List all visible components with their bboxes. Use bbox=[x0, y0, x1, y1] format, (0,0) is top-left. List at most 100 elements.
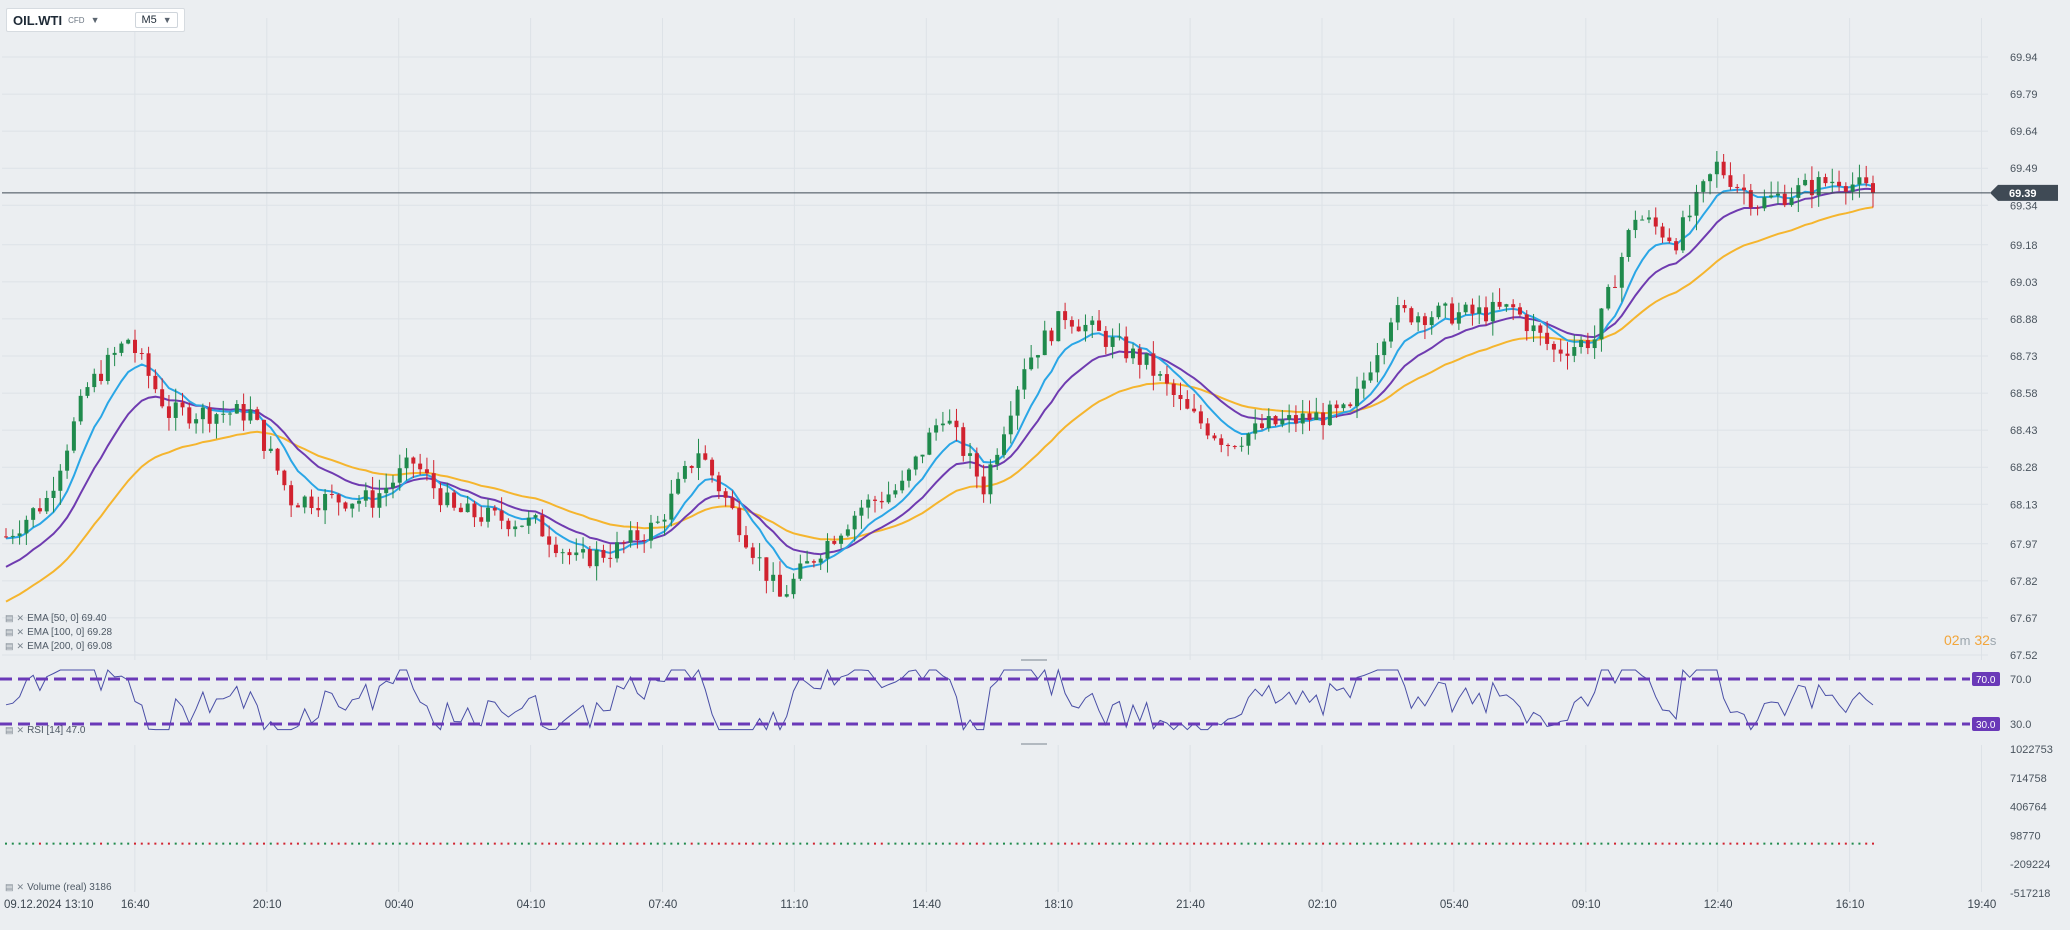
candle-up bbox=[513, 526, 518, 530]
volume-bar bbox=[962, 842, 965, 845]
volume-bar bbox=[1729, 842, 1732, 845]
candle-up bbox=[1687, 215, 1692, 218]
candle-up bbox=[900, 480, 905, 491]
volume-bar bbox=[1199, 842, 1202, 845]
volume-bar bbox=[914, 842, 917, 845]
price-tick-label: 69.49 bbox=[2010, 163, 2038, 175]
legend-ema100[interactable]: ▤ ✕ EMA [100, 0] 69.28 bbox=[5, 627, 112, 638]
caret-down-icon[interactable]: ▼ bbox=[90, 15, 100, 25]
candle-down bbox=[1470, 304, 1475, 314]
candle-down bbox=[1728, 175, 1733, 187]
candle-down bbox=[621, 542, 626, 544]
volume-bar bbox=[541, 842, 544, 845]
volume-bar bbox=[1838, 842, 1841, 845]
candle-down bbox=[431, 473, 436, 489]
volume-bar bbox=[439, 842, 442, 845]
volume-bar bbox=[1763, 842, 1766, 845]
candle-up bbox=[119, 343, 124, 353]
volume-bar bbox=[683, 842, 686, 845]
volume-bar bbox=[215, 842, 218, 845]
candle-up bbox=[1803, 179, 1808, 186]
price-tick-label: 67.52 bbox=[2010, 650, 2038, 662]
volume-bar bbox=[785, 842, 788, 845]
candle-down bbox=[506, 520, 511, 530]
price-tick-label: 68.88 bbox=[2010, 314, 2038, 326]
volume-bar bbox=[1023, 842, 1026, 845]
volume-bar bbox=[1064, 842, 1067, 845]
legend-rsi[interactable]: ▤ ✕ RSI [14] 47.0 bbox=[5, 725, 85, 736]
volume-bar bbox=[1607, 842, 1610, 845]
close-icon[interactable]: ✕ bbox=[16, 641, 25, 651]
volume-bar bbox=[1104, 842, 1107, 845]
volume-bar bbox=[1552, 842, 1555, 845]
volume-bar bbox=[310, 842, 313, 845]
volume-bar bbox=[1702, 842, 1705, 845]
timeframe-select[interactable]: M5 ▼ bbox=[135, 12, 178, 28]
candle-down bbox=[1613, 286, 1618, 288]
time-tick-label: 11:10 bbox=[780, 899, 808, 911]
candle-up bbox=[1368, 372, 1373, 381]
countdown-minutes: 02 bbox=[1944, 632, 1960, 648]
volume-bar bbox=[1593, 842, 1596, 845]
candle-up bbox=[574, 552, 579, 556]
candle-up bbox=[24, 519, 29, 534]
candle-up bbox=[105, 354, 110, 381]
candle-down bbox=[1205, 423, 1210, 436]
volume-bar bbox=[378, 842, 381, 845]
candle-up bbox=[78, 395, 83, 422]
volume-bar bbox=[935, 842, 938, 845]
volume-bar bbox=[806, 842, 809, 845]
settings-icon[interactable]: ▤ bbox=[5, 882, 14, 892]
volume-bar bbox=[391, 842, 394, 845]
volume-bar bbox=[582, 842, 585, 845]
candle-up bbox=[940, 423, 945, 426]
candle-up bbox=[1246, 433, 1251, 446]
candle-down bbox=[1348, 404, 1353, 407]
candle-down bbox=[961, 427, 966, 456]
volume-bar bbox=[195, 842, 198, 845]
volume-bar bbox=[1002, 842, 1005, 845]
volume-bar bbox=[473, 842, 476, 845]
legend-volume[interactable]: ▤ ✕ Volume (real) 3186 bbox=[5, 882, 112, 893]
settings-icon[interactable]: ▤ bbox=[5, 725, 14, 735]
volume-tick-label: -517218 bbox=[2010, 888, 2050, 900]
symbol-name[interactable]: OIL.WTI bbox=[13, 12, 63, 28]
volume-bar bbox=[1709, 842, 1712, 845]
volume-bar bbox=[616, 842, 619, 845]
volume-bar bbox=[833, 842, 836, 845]
candle-up bbox=[526, 517, 531, 526]
close-icon[interactable]: ✕ bbox=[16, 613, 25, 623]
candle-up bbox=[913, 456, 918, 470]
volume-bar bbox=[874, 842, 877, 845]
legend-ema50[interactable]: ▤ ✕ EMA [50, 0] 69.40 bbox=[5, 613, 107, 624]
volume-bar bbox=[1457, 842, 1460, 845]
close-icon[interactable]: ✕ bbox=[16, 725, 25, 735]
volume-bar bbox=[1227, 842, 1230, 845]
candle-down bbox=[1124, 336, 1129, 359]
close-icon[interactable]: ✕ bbox=[16, 882, 25, 892]
candle-down bbox=[4, 536, 8, 538]
volume-bar bbox=[1322, 842, 1325, 845]
settings-icon[interactable]: ▤ bbox=[5, 613, 14, 623]
volume-bar bbox=[1654, 842, 1657, 845]
settings-icon[interactable]: ▤ bbox=[5, 641, 14, 651]
volume-bar bbox=[1315, 842, 1318, 845]
volume-bar bbox=[174, 842, 177, 845]
candle-up bbox=[445, 492, 450, 506]
candle-up bbox=[1395, 305, 1400, 323]
candle-down bbox=[1511, 304, 1516, 308]
close-icon[interactable]: ✕ bbox=[16, 627, 25, 637]
candle-up bbox=[988, 464, 993, 495]
candle-up bbox=[1416, 316, 1421, 323]
candle-down bbox=[1293, 415, 1298, 424]
volume-bar bbox=[1077, 842, 1080, 845]
volume-bar bbox=[1485, 842, 1488, 845]
candle-up bbox=[805, 561, 810, 564]
volume-bar bbox=[93, 842, 96, 845]
legend-ema200[interactable]: ▤ ✕ EMA [200, 0] 69.08 bbox=[5, 641, 112, 652]
volume-bar bbox=[1043, 842, 1046, 845]
candle-down bbox=[132, 339, 137, 354]
candle-up bbox=[1640, 219, 1645, 221]
settings-icon[interactable]: ▤ bbox=[5, 627, 14, 637]
